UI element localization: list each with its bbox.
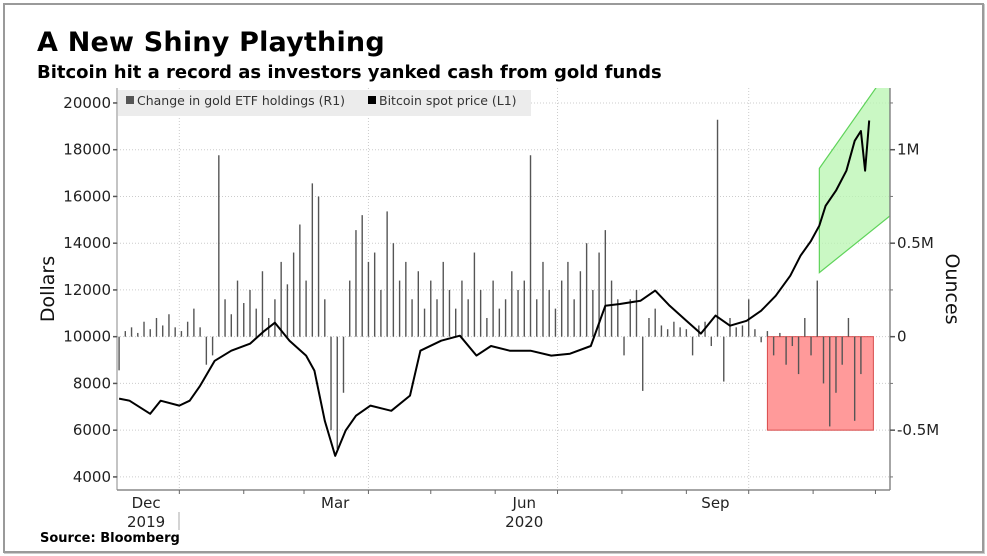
legend-label-gold-etf: Change in gold ETF holdings (R1)	[137, 93, 345, 108]
x-tick-year-label: 2020	[505, 513, 543, 531]
legend-swatch-gold-etf	[126, 96, 134, 104]
legend-label-bitcoin: Bitcoin spot price (L1)	[379, 93, 517, 108]
left-tick-label: 4000	[73, 468, 111, 486]
x-tick-label: Dec	[132, 494, 161, 512]
bitcoin-price-line	[118, 120, 871, 457]
left-tick-label: 20000	[63, 94, 111, 112]
left-tick-label: 16000	[63, 187, 111, 205]
right-tick-label: 1M	[897, 141, 920, 159]
chart-subtitle: Bitcoin hit a record as investors yanked…	[37, 62, 662, 83]
green-highlight-band	[818, 88, 890, 274]
chart-title: A New Shiny Plaything	[37, 27, 385, 58]
right-tick-label: -0.5M	[897, 421, 939, 439]
x-tick-label: Jun	[512, 494, 536, 512]
x-tick-label: Sep	[701, 494, 729, 512]
right-axis-title: Ounces	[941, 253, 963, 324]
x-tick-label: Mar	[321, 494, 350, 512]
red-highlight-box	[766, 336, 874, 431]
left-tick-label: 10000	[63, 328, 111, 346]
left-tick-label: 18000	[63, 141, 111, 159]
x-tick-year-label: 2019	[127, 513, 165, 531]
left-tick-label: 8000	[73, 374, 111, 392]
legend-swatch-bitcoin	[368, 96, 376, 104]
legend-box	[118, 90, 531, 116]
right-tick-label: 0	[897, 328, 907, 346]
left-tick-label: 12000	[63, 281, 111, 299]
chart-frame	[3, 3, 984, 553]
left-tick-label: 14000	[63, 234, 111, 252]
source-note: Source: Bloomberg	[40, 531, 180, 546]
right-tick-label: 0.5M	[897, 234, 934, 252]
left-tick-label: 6000	[73, 421, 111, 439]
left-axis-title: Dollars	[37, 256, 59, 322]
